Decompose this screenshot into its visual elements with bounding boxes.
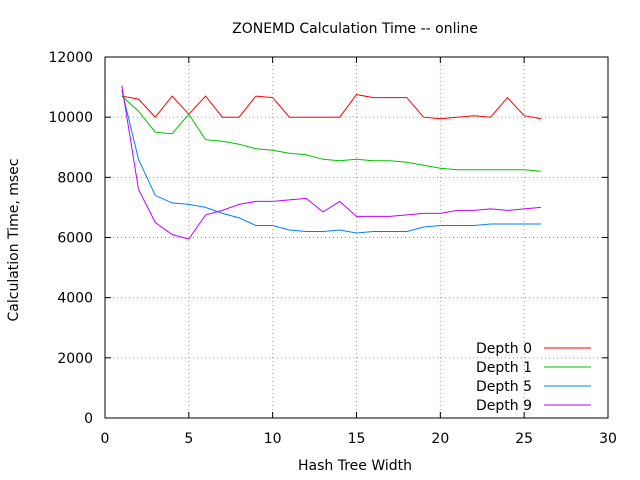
- legend-label: Depth 5: [476, 379, 532, 395]
- axis-ticks: 0 5 10 15 20 25 30 0 2000 4000 6000 8000 10000 12000: [48, 50, 616, 447]
- series-line-depth-9: [121, 85, 541, 240]
- x-tick-label: 30: [599, 431, 617, 447]
- y-axis-label: Calculation Time, msec: [6, 159, 22, 322]
- legend: Depth 0 Depth 1 Depth 5 Depth 9: [476, 341, 591, 414]
- grid-lines: [105, 57, 608, 418]
- series-line-depth-1: [121, 95, 541, 172]
- series-lines: [121, 85, 541, 240]
- x-tick-label: 5: [184, 431, 193, 447]
- x-tick-label: 15: [348, 431, 366, 447]
- legend-label: Depth 1: [476, 360, 532, 376]
- x-tick-label: 20: [431, 431, 449, 447]
- y-tick-label: 6000: [57, 231, 93, 247]
- x-tick-label: 25: [515, 431, 533, 447]
- x-tick-label: 0: [101, 431, 110, 447]
- legend-label: Depth 9: [476, 398, 532, 414]
- y-tick-label: 0: [84, 411, 93, 427]
- y-tick-label: 8000: [57, 170, 93, 186]
- series-line-depth-0: [121, 94, 541, 120]
- y-tick-label: 10000: [48, 110, 93, 126]
- series-line-depth-5: [121, 89, 541, 234]
- x-axis-label: Hash Tree Width: [298, 458, 412, 474]
- y-tick-label: 2000: [57, 351, 93, 367]
- y-tick-label: 4000: [57, 291, 93, 307]
- y-tick-label: 12000: [48, 50, 93, 66]
- chart-title: ZONEMD Calculation Time -- online: [232, 21, 478, 37]
- x-tick-label: 10: [264, 431, 282, 447]
- legend-label: Depth 0: [476, 341, 532, 357]
